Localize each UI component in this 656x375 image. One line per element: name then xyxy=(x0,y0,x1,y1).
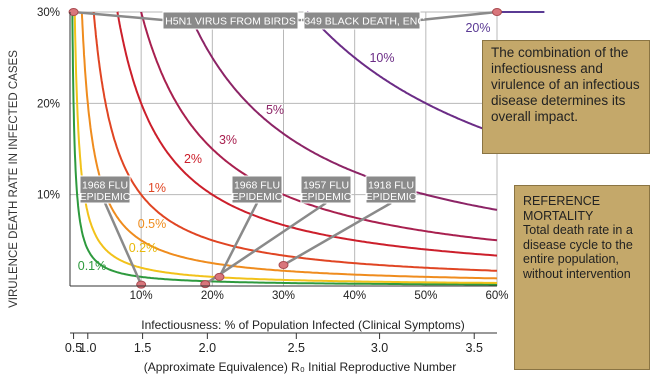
leader-line xyxy=(103,202,143,286)
r0-tick-label: 2.0 xyxy=(199,341,216,355)
reference-mortality-note: REFERENCE MORTALITY Total death rate in … xyxy=(514,185,650,370)
r0-tick-label: 1.5 xyxy=(134,341,151,355)
curve-label: 20% xyxy=(465,21,490,35)
callout-box xyxy=(365,175,417,204)
data-point xyxy=(492,8,502,16)
x-axis-label: Infectiousness: % of Population Infected… xyxy=(141,318,464,332)
curve-label: 0.1% xyxy=(78,259,107,273)
r0-tick-label: 3.5 xyxy=(466,341,483,355)
curve-0.5% xyxy=(80,12,498,280)
data-point xyxy=(200,280,211,289)
curve-0.2% xyxy=(73,11,498,284)
data-point xyxy=(278,260,289,269)
leader-line xyxy=(218,202,259,278)
y-tick-label: 30% xyxy=(37,7,60,19)
curve-label: 2% xyxy=(184,152,202,166)
y-axis-label: VIRULENCE DEATH RATE IN INFECTED CASES xyxy=(8,50,20,308)
r0-tick-label: 0.5 xyxy=(65,341,82,355)
callout-label: 1957 FLU xyxy=(303,180,349,192)
reference-title: REFERENCE MORTALITY xyxy=(523,194,601,223)
curve-labels: 0.1% 0.2% 0.5% 1% 2% 3% 5% 10% 20% xyxy=(78,21,491,273)
y-tick-label: 20% xyxy=(37,98,60,110)
data-point xyxy=(136,280,147,289)
callout-label: 1349 BLACK DEATH, ENG xyxy=(298,16,425,28)
callout-box xyxy=(79,175,131,204)
annotation-callouts: H5N1 VIRUS FROM BIRDS 1349 BLACK DEATH, E… xyxy=(79,11,426,204)
curve-label: 0.2% xyxy=(129,241,158,255)
callout-label: EPIDEMIC xyxy=(232,191,283,203)
data-point xyxy=(214,272,225,281)
leader-line xyxy=(73,10,164,22)
r0-tick-label: 3.0 xyxy=(371,341,388,355)
curve-0.1% xyxy=(71,12,497,286)
curve-3% xyxy=(140,11,498,242)
callout-box xyxy=(300,175,352,204)
r0-tick-label: 2.5 xyxy=(288,341,305,355)
curve-label: 0.5% xyxy=(138,217,167,231)
callout-label: H5N1 VIRUS FROM BIRDS xyxy=(165,16,296,28)
x-tick-label: 50% xyxy=(414,290,437,302)
callout-box xyxy=(303,11,421,30)
r0-axis-label: (Approximate Equivalence) R₀ Initial Rep… xyxy=(144,360,456,374)
y-tick-label: 10% xyxy=(37,190,60,202)
callout-box xyxy=(231,175,283,204)
curve-label: 5% xyxy=(266,103,284,117)
x-tick-label: 30% xyxy=(272,290,295,302)
leader-line xyxy=(204,201,327,286)
callout-label: EPIDEMIC xyxy=(80,191,131,203)
leader-line xyxy=(282,201,392,267)
x-tick-label: 10% xyxy=(130,290,153,302)
x-tick-label: 40% xyxy=(343,290,366,302)
combination-note: The combination of the infectiousness an… xyxy=(482,40,650,154)
reference-body: Total death rate in a disease cycle to t… xyxy=(523,223,633,281)
curve-1% xyxy=(92,12,498,272)
callout-label: 1968 FLU xyxy=(234,180,280,192)
r0-tick-label: 1.0 xyxy=(79,341,96,355)
mortality-curves xyxy=(71,11,545,286)
callout-label: 1918 FLU xyxy=(368,180,414,192)
callout-label: EPIDEMIC xyxy=(301,191,352,203)
curve-2% xyxy=(116,11,498,257)
callout-label: 1968 FLU xyxy=(82,180,128,192)
annotation-leaders xyxy=(73,10,498,286)
data-point xyxy=(68,8,79,16)
callout-label: EPIDEMIC xyxy=(366,191,417,203)
curve-label: 3% xyxy=(219,133,237,147)
axes: 10% 20% 30% 10% 20% 30% 40% 50% 60% 0.51.0 1.5 2.0 2… xyxy=(37,7,509,355)
x-tick-label: 20% xyxy=(201,290,224,302)
curve-label: 10% xyxy=(369,51,394,65)
x-tick-label: 60% xyxy=(485,290,508,302)
curve-label: 1% xyxy=(148,181,166,195)
callout-box xyxy=(162,11,299,30)
leader-line xyxy=(419,10,498,22)
